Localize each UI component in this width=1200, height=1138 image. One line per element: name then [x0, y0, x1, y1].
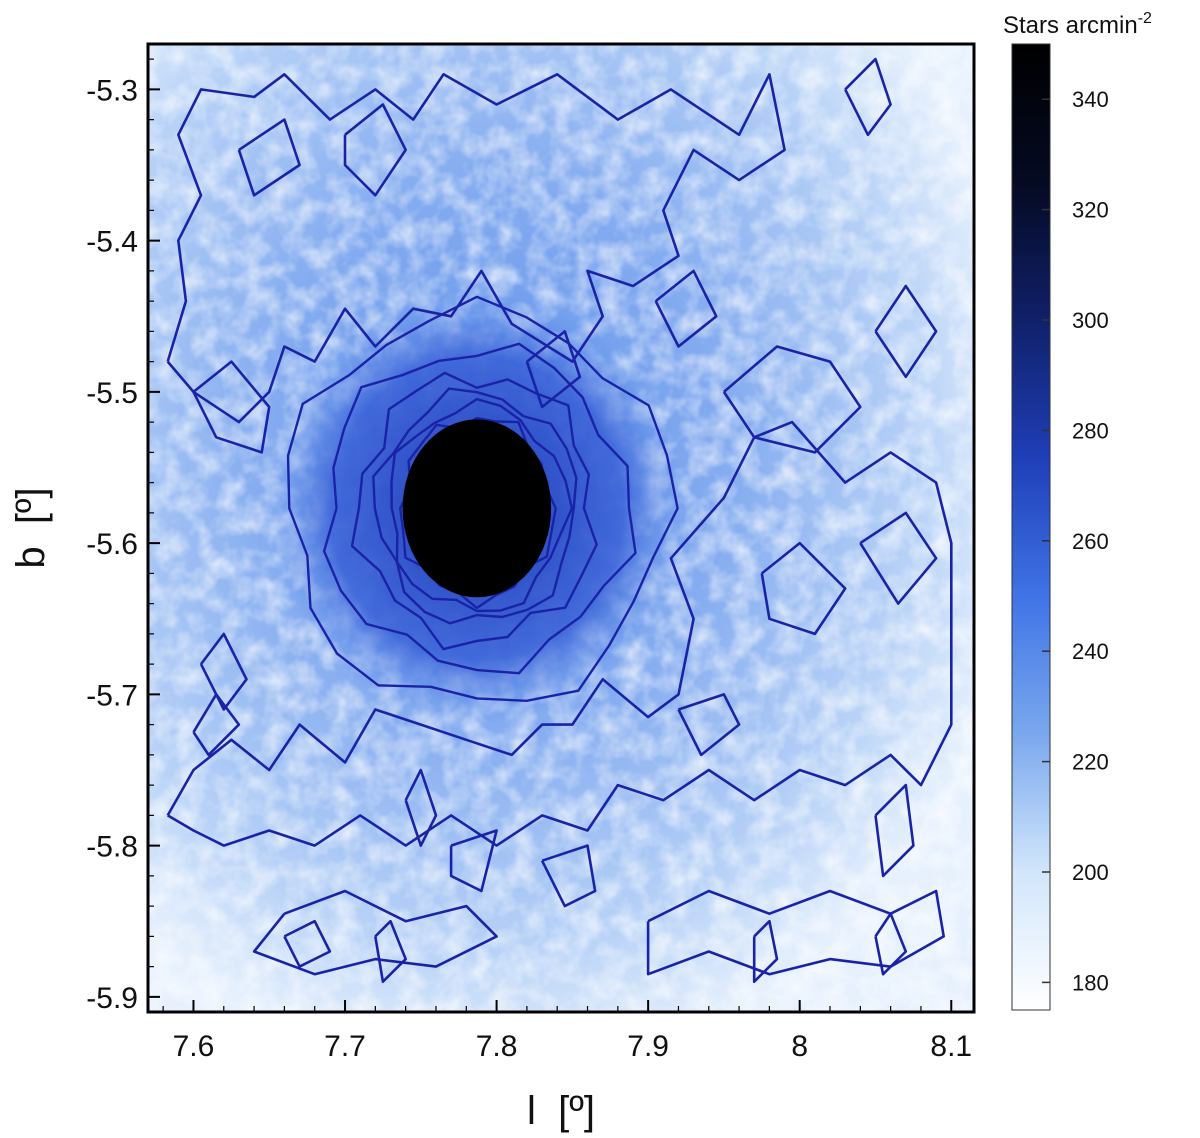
- contour-line: [752, 919, 779, 983]
- cluster-contour-ring: [322, 342, 637, 675]
- y-tick-label: -5.5: [86, 377, 138, 410]
- contour-line: [874, 783, 915, 878]
- colorbar-title-text: Stars arcmin: [1003, 12, 1138, 39]
- x-axis-label: l [º]: [527, 1089, 595, 1133]
- contour-line: [859, 511, 938, 605]
- colorbar-tick-label: 240: [1072, 639, 1109, 664]
- contour-line: [844, 57, 892, 137]
- y-axis: -5.3 -5.4 -5.5 -5.6 -5.7 -5.8 -5.9: [86, 58, 160, 1015]
- x-tick-label: 7.6: [173, 1030, 215, 1063]
- contour-line: [646, 889, 945, 976]
- cluster-contour-ring: [372, 387, 578, 625]
- contour-line: [192, 693, 241, 757]
- y-tick-label: -5.6: [86, 528, 138, 561]
- colorbar-tick-label: 280: [1072, 418, 1109, 443]
- contour-line: [677, 693, 741, 757]
- plot-frame: [146, 42, 976, 1014]
- contour-line: [722, 345, 862, 454]
- contour-line: [540, 844, 597, 908]
- heatmap: [148, 44, 974, 1012]
- contour-line: [192, 360, 271, 454]
- colorbar-tick-label: 320: [1072, 198, 1109, 223]
- cluster-contour-ring: [399, 416, 557, 610]
- colorbar-ticks: 180 200 220 240 260 280 300 320 340: [1042, 87, 1109, 995]
- contour-line: [252, 889, 498, 976]
- contour-line: [874, 912, 908, 976]
- cluster-contour-ring: [350, 371, 598, 651]
- y-axis-label: b [º]: [9, 487, 53, 568]
- colorbar-title-exponent: -2: [1138, 10, 1152, 27]
- contour-line: [525, 330, 582, 409]
- y-tick-label: -5.3: [86, 74, 138, 107]
- colorbar-tick-label: 180: [1072, 970, 1109, 995]
- x-tick-label: 8.1: [930, 1030, 972, 1063]
- x-tick-label: 7.8: [476, 1030, 518, 1063]
- contour-line: [404, 768, 438, 847]
- y-tick-label: -5.9: [86, 982, 138, 1015]
- y-tick-label: -5.4: [86, 226, 138, 259]
- cluster-peak: [402, 419, 552, 598]
- cluster-contour-ring: [390, 397, 574, 613]
- contour-line: [237, 118, 301, 197]
- contour-line: [166, 420, 953, 847]
- y-tick-label: -5.8: [86, 831, 138, 864]
- colorbar-gradient: [1011, 43, 1051, 1011]
- contour-line: [283, 919, 332, 968]
- colorbar-tick-label: 300: [1072, 308, 1109, 333]
- x-axis: 7.6 7.7 7.8 7.9 8 8.1: [162, 1000, 972, 1063]
- cluster-core: [402, 419, 552, 598]
- contour-line: [874, 284, 938, 379]
- density-contours: [166, 57, 953, 983]
- colorbar-tick-label: 340: [1072, 87, 1109, 112]
- contour-line: [166, 73, 786, 424]
- colorbar-tick-label: 220: [1072, 750, 1109, 775]
- x-tick-label: 7.7: [324, 1030, 366, 1063]
- x-tick-label: 7.9: [627, 1030, 669, 1063]
- colorbar-tick-label: 200: [1072, 860, 1109, 885]
- colorbar-tick-label: 260: [1072, 529, 1109, 554]
- colorbar: 180 200 220 240 260 280 300 320 340 Stars arcmin…: [1003, 10, 1152, 1011]
- contour-line: [760, 541, 847, 636]
- x-tick-label: 8: [791, 1030, 808, 1063]
- colorbar-title: Stars arcmin-2: [1003, 10, 1152, 39]
- y-tick-label: -5.7: [86, 679, 138, 712]
- contour-line: [343, 103, 407, 197]
- contour-line: [449, 829, 498, 893]
- contour-line: [374, 919, 407, 983]
- contour-line: [654, 269, 718, 348]
